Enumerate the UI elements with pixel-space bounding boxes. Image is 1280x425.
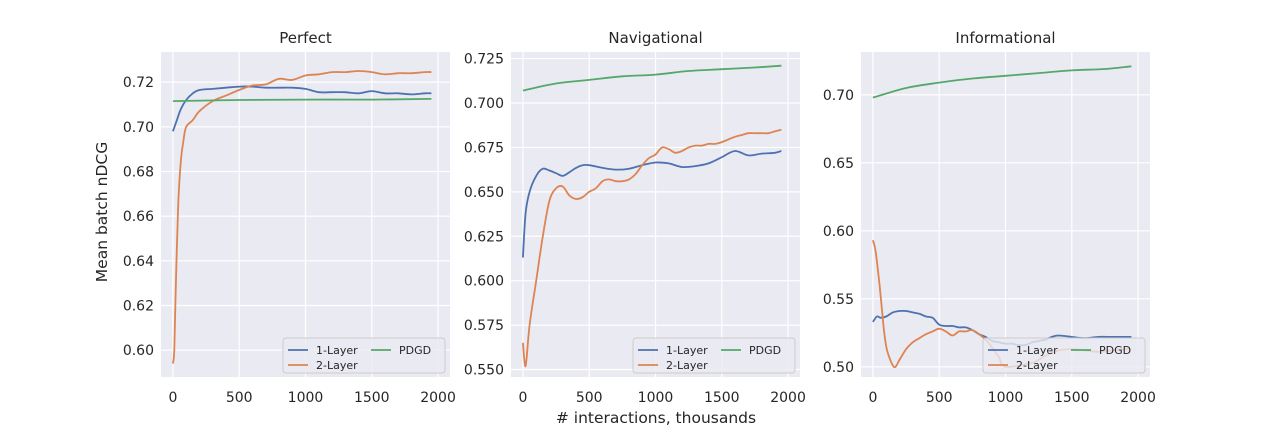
grid bbox=[161, 52, 450, 377]
x-tick-label: 500 bbox=[576, 390, 603, 406]
x-tick-label: 0 bbox=[518, 390, 527, 406]
legend-label: PDGD bbox=[1099, 344, 1131, 357]
legend-label: 2-Layer bbox=[666, 359, 708, 372]
y-tick-label: 0.60 bbox=[823, 224, 854, 240]
y-tick-label: 0.70 bbox=[123, 120, 154, 136]
x-tick-label: 0 bbox=[168, 390, 177, 406]
subplot-panels: 0 500 1000 1500 2000 0.60 0.62 0.64 0.66 0.68 0.70… bbox=[123, 29, 1156, 406]
y-tick-label: 0.650 bbox=[464, 185, 504, 201]
series-line-2-layer bbox=[522, 128, 782, 367]
x-tick-label: 1000 bbox=[288, 390, 324, 406]
x-tick-label: 2000 bbox=[770, 390, 806, 406]
legend-label: 1-Layer bbox=[666, 344, 708, 357]
chart-title: Perfect bbox=[279, 29, 332, 47]
legend-label: 2-Layer bbox=[316, 359, 358, 372]
x-axis-label: # interactions, thousands bbox=[556, 409, 756, 425]
y-tick-label: 0.575 bbox=[464, 318, 504, 334]
y-tick-label: 0.64 bbox=[123, 254, 154, 270]
chart-panel: 0 500 1000 1500 2000 0.50 0.55 0.60 0.65 0.70 Info… bbox=[823, 29, 1156, 406]
y-tick-label: 0.600 bbox=[464, 274, 504, 290]
grid bbox=[861, 52, 1150, 377]
x-tick-label: 2000 bbox=[420, 390, 456, 406]
series-line-1-layer bbox=[172, 85, 432, 132]
legend-box bbox=[632, 337, 796, 374]
y-tick-label: 0.55 bbox=[823, 292, 854, 308]
series-line-2-layer bbox=[172, 70, 432, 364]
legend-box bbox=[982, 337, 1146, 374]
y-tick-label: 0.70 bbox=[823, 88, 854, 104]
y-tick-label: 0.700 bbox=[464, 96, 504, 112]
y-tick-label: 0.68 bbox=[123, 165, 154, 181]
legend-label: 1-Layer bbox=[316, 344, 358, 357]
chart-panel: 0 500 1000 1500 2000 0.60 0.62 0.64 0.66 0.68 0.70… bbox=[123, 29, 456, 406]
y-tick-label: 0.675 bbox=[464, 140, 504, 156]
legend-label: 2-Layer bbox=[1016, 359, 1058, 372]
chart-title: Informational bbox=[955, 29, 1055, 47]
series-line-pdgd bbox=[172, 98, 432, 102]
x-tick-label: 1500 bbox=[704, 390, 740, 406]
y-tick-label: 0.50 bbox=[823, 360, 854, 376]
series-line-1-layer bbox=[522, 150, 782, 258]
x-tick-label: 2000 bbox=[1120, 390, 1156, 406]
chart-title: Navigational bbox=[608, 29, 702, 47]
series-lines bbox=[522, 64, 782, 367]
y-tick-label: 0.60 bbox=[123, 343, 154, 359]
x-tick-label: 1000 bbox=[638, 390, 674, 406]
legend: 1-Layer 2-Layer PDGD bbox=[632, 337, 796, 374]
y-tick-label: 0.725 bbox=[464, 52, 504, 68]
legend: 1-Layer 2-Layer PDGD bbox=[282, 337, 446, 374]
series-lines bbox=[172, 70, 432, 364]
series-line-pdgd bbox=[872, 65, 1132, 99]
y-tick-label: 0.72 bbox=[123, 75, 154, 91]
x-tick-label: 1000 bbox=[988, 390, 1024, 406]
legend: 1-Layer 2-Layer PDGD bbox=[982, 337, 1146, 374]
chart-panel: 0 500 1000 1500 2000 0.550 0.575 0.600 0.625 0.65… bbox=[464, 29, 806, 406]
x-tick-label: 1500 bbox=[354, 390, 390, 406]
series-line-pdgd bbox=[522, 64, 782, 92]
x-tick-label: 0 bbox=[868, 390, 877, 406]
y-tick-label: 0.65 bbox=[823, 156, 854, 172]
y-tick-label: 0.550 bbox=[464, 363, 504, 379]
legend-label: PDGD bbox=[399, 344, 431, 357]
y-tick-label: 0.62 bbox=[123, 299, 154, 315]
y-tick-label: 0.625 bbox=[464, 229, 504, 245]
legend-label: 1-Layer bbox=[1016, 344, 1058, 357]
y-axis-label: Mean batch nDCG bbox=[93, 142, 111, 282]
x-tick-label: 1500 bbox=[1054, 390, 1090, 406]
x-tick-label: 500 bbox=[926, 390, 953, 406]
legend-label: PDGD bbox=[749, 344, 781, 357]
legend-box bbox=[282, 337, 446, 374]
x-tick-label: 500 bbox=[226, 390, 253, 406]
y-tick-label: 0.66 bbox=[123, 209, 154, 225]
